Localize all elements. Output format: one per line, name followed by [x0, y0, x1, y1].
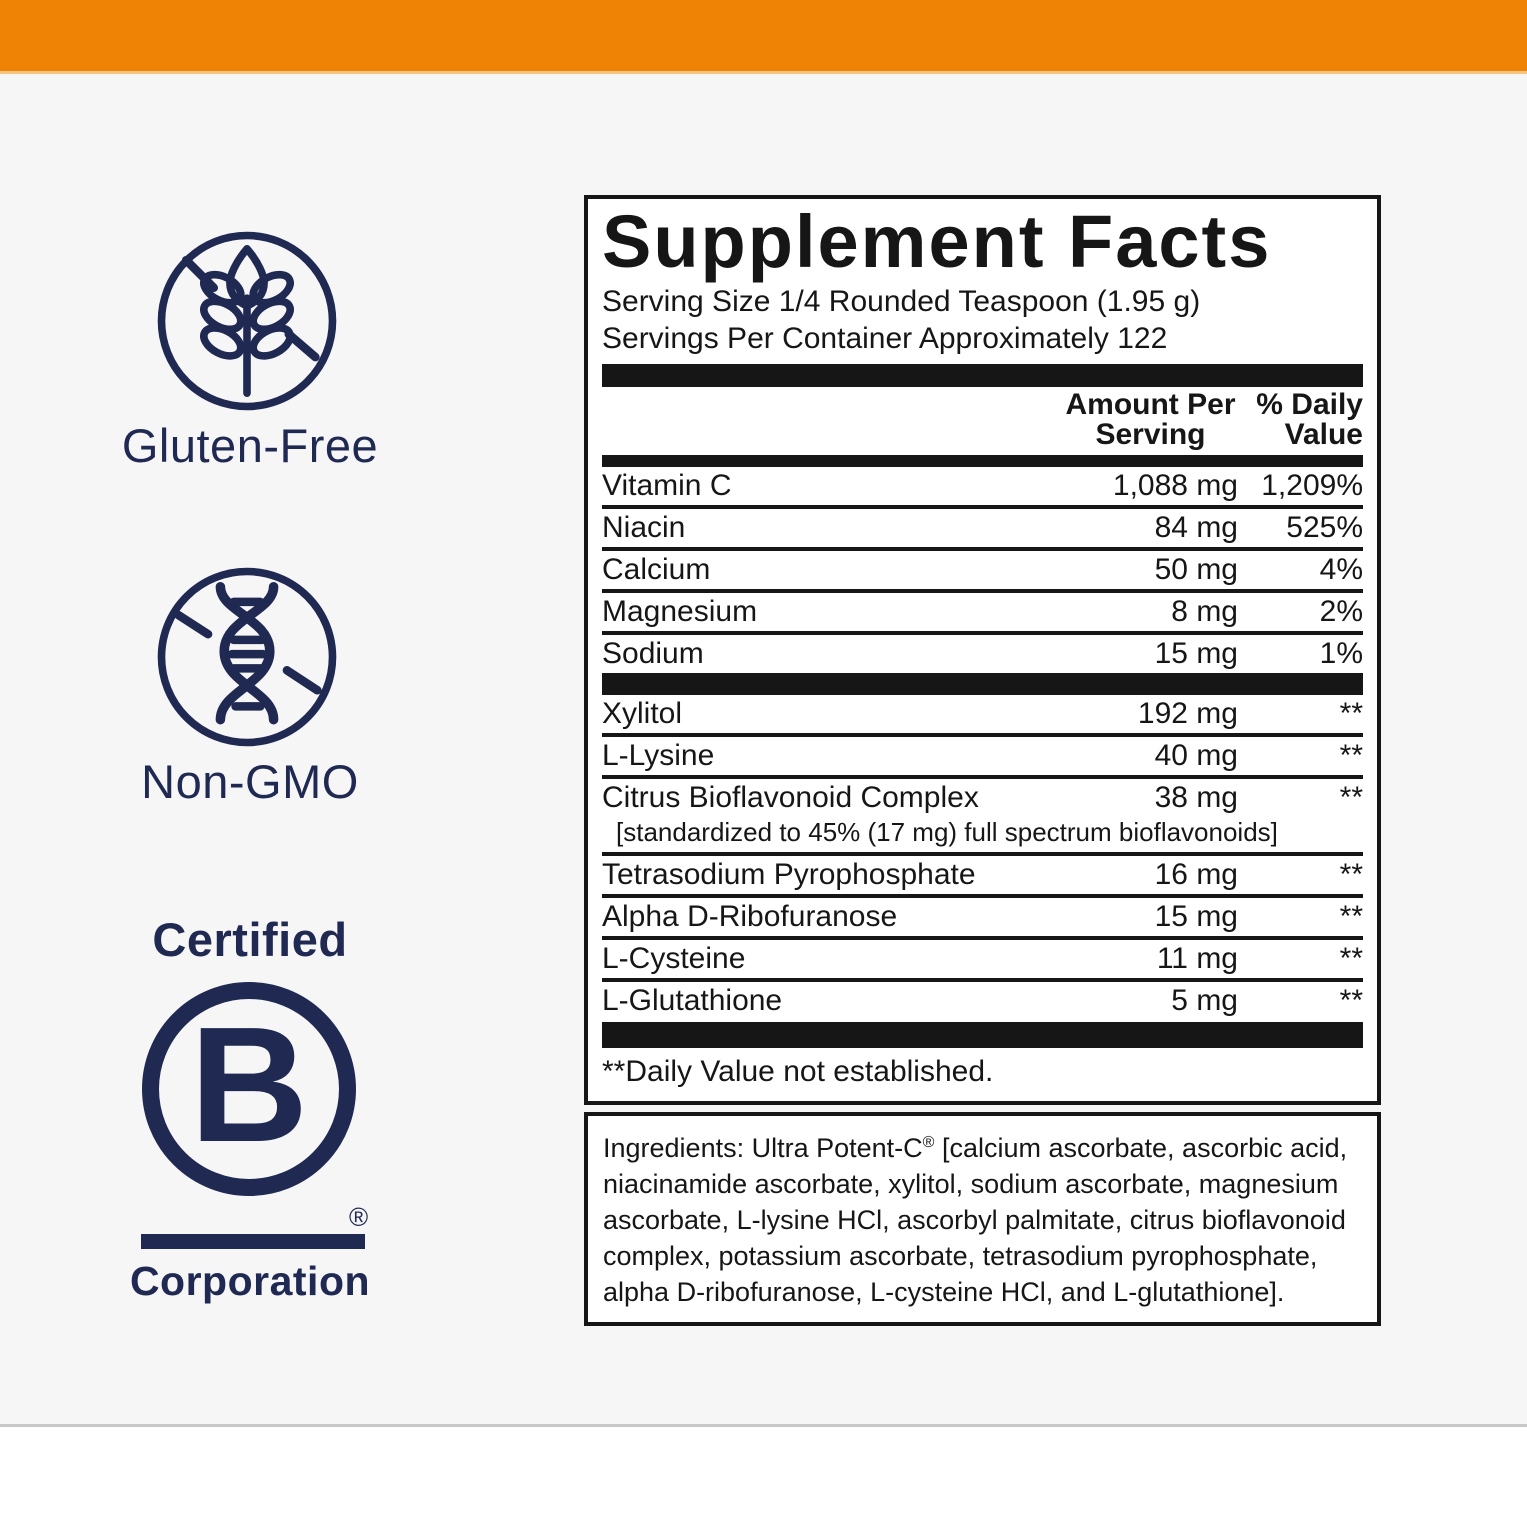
- table-row: L-Cysteine 11 mg **: [602, 936, 1363, 978]
- table-row: Vitamin C 1,088 mg 1,209%: [602, 467, 1363, 505]
- nutrient-name: Tetrasodium Pyrophosphate: [602, 858, 976, 892]
- nutrient-name: L-Glutathione: [602, 984, 783, 1018]
- nutrient-name: Alpha D-Ribofuranose: [602, 900, 898, 934]
- nutrient-daily-value: **: [1339, 697, 1363, 731]
- panel-title: Supplement Facts: [602, 200, 1272, 283]
- dna-crossed-icon: [157, 567, 337, 747]
- table-row: Sodium 15 mg 1%: [602, 631, 1363, 673]
- b-corp-letter: B: [189, 993, 309, 1176]
- nutrient-amount: 16 mg: [1154, 858, 1238, 892]
- nutrient-amount: 1,088 mg: [1112, 469, 1238, 503]
- nutrients-table-main: Vitamin C 1,088 mg 1,209% Niacin 84 mg 525% Ca…: [602, 467, 1363, 673]
- nutrient-name: Magnesium: [602, 595, 758, 629]
- nutrient-name: Niacin: [602, 511, 686, 545]
- serving-size-line: Serving Size 1/4 Rounded Teaspoon (1.95 …: [602, 285, 1201, 319]
- table-row: Niacin 84 mg 525%: [602, 505, 1363, 547]
- nutrient-name: Calcium: [602, 553, 711, 587]
- separator-bar-thin: [602, 455, 1363, 468]
- b-corp-underline-bar: [141, 1234, 365, 1249]
- table-row: L-Lysine 40 mg **: [602, 733, 1363, 775]
- nutrient-name: L-Lysine: [602, 739, 715, 773]
- nutrient-daily-value: **: [1339, 900, 1363, 934]
- nutrient-daily-value: 4%: [1319, 553, 1363, 587]
- gluten-free-label: Gluten-Free: [121, 419, 379, 472]
- header-percent-daily-value: % Daily Value: [1256, 388, 1363, 452]
- nutrient-daily-value: 1%: [1319, 637, 1363, 671]
- nutrient-amount: 11 mg: [1156, 942, 1238, 976]
- ingredients-box: Ingredients: Ultra Potent-C® [calcium as…: [584, 1112, 1381, 1326]
- nutrient-daily-value: 525%: [1286, 511, 1363, 545]
- nutrient-name: L-Cysteine: [602, 942, 746, 976]
- nutrient-amount: 84 mg: [1154, 511, 1238, 545]
- nutrient-amount: 50 mg: [1154, 553, 1238, 587]
- nutrient-subtext: [standardized to 45% (17 mg) full spectr…: [616, 817, 1278, 848]
- nutrient-daily-value: 1,209%: [1261, 469, 1363, 503]
- header-empty-cell: [602, 390, 1063, 450]
- separator-bar-thick: [602, 673, 1363, 696]
- nutrient-amount: 5 mg: [1171, 984, 1238, 1018]
- table-row: Tetrasodium Pyrophosphate 16 mg **: [602, 852, 1363, 894]
- table-row: Citrus Bioflavonoid Complex 38 mg **: [602, 775, 1363, 817]
- b-in-circle-logo: B: [142, 982, 356, 1196]
- nutrients-table-other: Xylitol 192 mg ** L-Lysine 40 mg ** Citrus Bio…: [602, 695, 1363, 1020]
- nutrient-amount: 15 mg: [1154, 900, 1238, 934]
- nutrient-amount: 192 mg: [1137, 697, 1238, 731]
- daily-value-footnote: **Daily Value not established.: [602, 1055, 994, 1089]
- non-gmo-label: Non-GMO: [141, 755, 359, 808]
- nutrient-amount: 8 mg: [1171, 595, 1238, 629]
- nutrient-daily-value: **: [1339, 942, 1363, 976]
- header-amount-per-serving: Amount Per Serving: [1065, 388, 1236, 452]
- nutrient-amount: 38 mg: [1154, 781, 1238, 815]
- nutrient-daily-value: **: [1339, 858, 1363, 892]
- registered-trademark-symbol: ®: [349, 1202, 369, 1232]
- nutrient-name: Citrus Bioflavonoid Complex: [602, 781, 979, 815]
- table-row: Alpha D-Ribofuranose 15 mg **: [602, 894, 1363, 936]
- table-row: L-Glutathione 5 mg **: [602, 978, 1363, 1020]
- b-corp-certified-text: Certified: [152, 913, 348, 966]
- nutrient-name: Vitamin C: [602, 469, 732, 503]
- nutrient-daily-value: 2%: [1319, 595, 1363, 629]
- nutrient-name: Xylitol: [602, 697, 683, 731]
- table-row: Xylitol 192 mg **: [602, 695, 1363, 733]
- nutrient-daily-value: **: [1339, 984, 1363, 1018]
- wheat-crossed-icon: [157, 231, 337, 411]
- table-header-row: Amount Per Serving % Daily Value: [602, 387, 1363, 455]
- ingredients-text: Ingredients: Ultra Potent-C® [calcium as…: [603, 1133, 1348, 1307]
- supplement-facts-panel: Supplement Facts Serving Size 1/4 Rounde…: [584, 195, 1381, 1106]
- nutrient-daily-value: **: [1339, 739, 1363, 773]
- b-corp-corporation-text: Corporation: [129, 1258, 371, 1304]
- table-row: Magnesium 8 mg 2%: [602, 589, 1363, 631]
- table-row: Calcium 50 mg 4%: [602, 547, 1363, 589]
- nutrient-name: Sodium: [602, 637, 704, 671]
- nutrient-amount: 40 mg: [1154, 739, 1238, 773]
- separator-bar-thick: [602, 1022, 1363, 1049]
- separator-bar-thick: [602, 364, 1363, 388]
- registered-trademark-symbol: ®: [922, 1134, 935, 1151]
- nutrient-amount: 15 mg: [1154, 637, 1238, 671]
- nutrient-daily-value: **: [1339, 781, 1363, 815]
- servings-per-container-line: Servings Per Container Approximately 122: [602, 322, 1168, 356]
- top-accent-bar: [0, 0, 1527, 74]
